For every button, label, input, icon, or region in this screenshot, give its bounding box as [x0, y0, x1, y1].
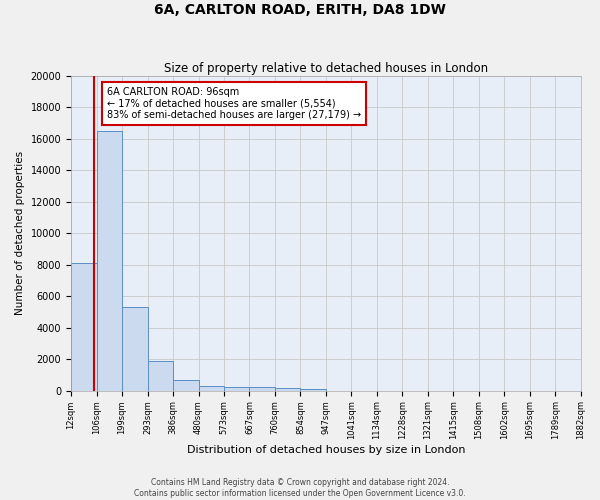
Bar	[97, 131, 122, 390]
Bar	[71, 263, 97, 390]
Bar	[173, 380, 199, 390]
Bar	[250, 388, 275, 390]
Title: Size of property relative to detached houses in London: Size of property relative to detached ho…	[164, 62, 488, 74]
Bar	[224, 387, 250, 390]
Bar	[301, 388, 326, 390]
Bar	[199, 386, 224, 390]
Text: Contains HM Land Registry data © Crown copyright and database right 2024.
Contai: Contains HM Land Registry data © Crown c…	[134, 478, 466, 498]
Y-axis label: Number of detached properties: Number of detached properties	[15, 151, 25, 315]
Text: 6A CARLTON ROAD: 96sqm
← 17% of detached houses are smaller (5,554)
83% of semi-: 6A CARLTON ROAD: 96sqm ← 17% of detached…	[107, 86, 361, 120]
Bar	[148, 362, 173, 390]
X-axis label: Distribution of detached houses by size in London: Distribution of detached houses by size …	[187, 445, 465, 455]
Bar	[122, 307, 148, 390]
Bar	[275, 388, 301, 390]
Text: 6A, CARLTON ROAD, ERITH, DA8 1DW: 6A, CARLTON ROAD, ERITH, DA8 1DW	[154, 2, 446, 16]
